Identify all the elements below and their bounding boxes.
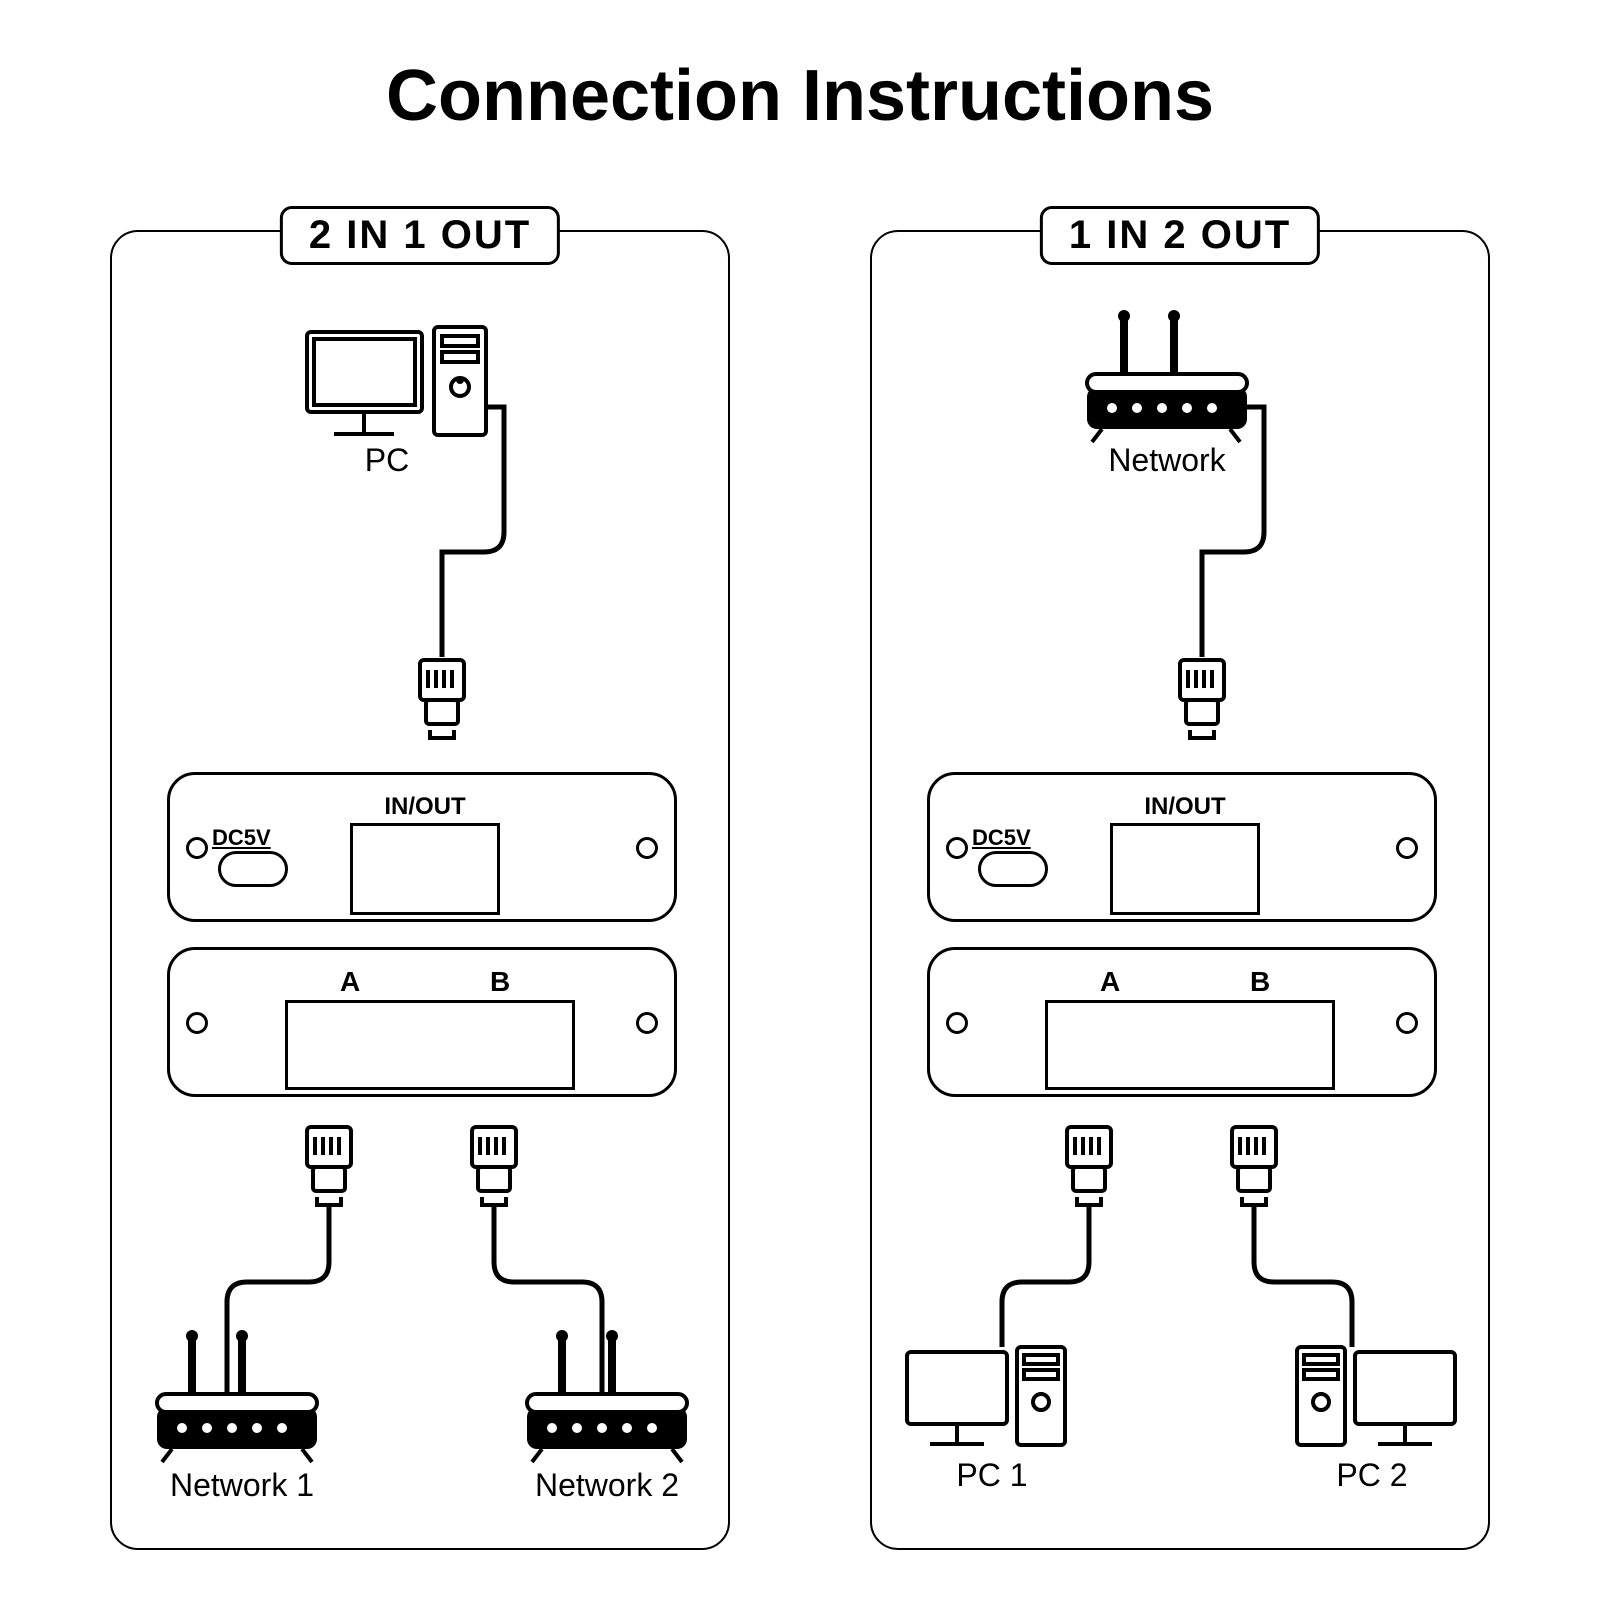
switch-bottom-face: A B — [927, 947, 1437, 1097]
caption-network2: Network 2 — [507, 1467, 707, 1504]
panel-1in2out: 1 IN 2 OUT — [870, 230, 1490, 1550]
page-title: Connection Instructions — [0, 55, 1600, 137]
screw-icon — [946, 837, 968, 859]
port-a-label: A — [340, 966, 360, 998]
screw-icon — [636, 1012, 658, 1034]
port-inout — [350, 823, 500, 915]
caption-pc: PC — [322, 442, 452, 479]
screw-icon — [1396, 837, 1418, 859]
screw-icon — [186, 837, 208, 859]
port-ab — [1045, 1000, 1335, 1090]
inout-label: IN/OUT — [355, 793, 495, 821]
inout-label: IN/OUT — [1115, 793, 1255, 821]
caption-pc1: PC 1 — [922, 1457, 1062, 1494]
screw-icon — [186, 1012, 208, 1034]
port-inout — [1110, 823, 1260, 915]
panel-2in1out: 2 IN 1 OUT — [110, 230, 730, 1550]
screw-icon — [946, 1012, 968, 1034]
caption-pc2: PC 2 — [1302, 1457, 1442, 1494]
screw-icon — [1396, 1012, 1418, 1034]
dc5v-label: DC5V — [972, 825, 1031, 851]
dc5v-label: DC5V — [212, 825, 271, 851]
caption-network1: Network 1 — [142, 1467, 342, 1504]
switch-bottom-face: A B — [167, 947, 677, 1097]
panel-label-right: 1 IN 2 OUT — [1040, 206, 1320, 265]
port-b-label: B — [1250, 966, 1270, 998]
switch-top-face: DC5V IN/OUT — [167, 772, 677, 922]
port-b-label: B — [490, 966, 510, 998]
port-a-label: A — [1100, 966, 1120, 998]
port-ab — [285, 1000, 575, 1090]
dc-port — [978, 851, 1048, 887]
dc-port — [218, 851, 288, 887]
panel-label-left: 2 IN 1 OUT — [280, 206, 560, 265]
switch-top-face: DC5V IN/OUT — [927, 772, 1437, 922]
screw-icon — [636, 837, 658, 859]
caption-network: Network — [1082, 442, 1252, 479]
